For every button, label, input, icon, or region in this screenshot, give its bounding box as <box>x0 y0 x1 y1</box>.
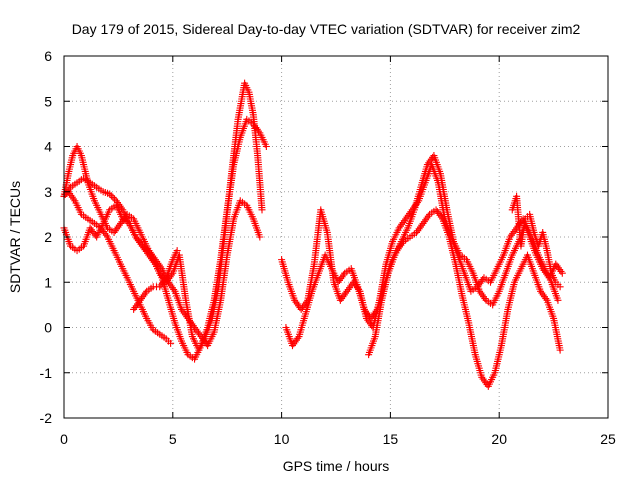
series-track-d <box>130 247 181 313</box>
y-tick-label: 1 <box>44 274 52 290</box>
tick-labels: 0 5 10 15 20 25 -2 -1 0 1 2 3 4 5 6 <box>40 48 616 447</box>
x-tick-label: 5 <box>169 431 177 447</box>
data-point-interp <box>109 193 117 201</box>
y-axis-label: SDTVAR / TECUs <box>7 181 23 293</box>
y-tick-label: 5 <box>44 93 52 109</box>
y-tick-label: 4 <box>44 139 52 155</box>
data-point <box>258 206 266 214</box>
y-tick-label: 0 <box>44 320 52 336</box>
y-tick-label: -2 <box>40 410 53 426</box>
data-point-interp <box>107 192 115 200</box>
series-track-i <box>508 192 564 291</box>
x-tick-label: 0 <box>60 431 68 447</box>
data-point <box>167 339 175 347</box>
x-tick-label: 15 <box>383 431 399 447</box>
series-track-g <box>282 206 564 390</box>
chart-title: Day 179 of 2015, Sidereal Day-to-day VTE… <box>72 21 581 37</box>
data-point <box>556 346 564 354</box>
x-axis-label: GPS time / hours <box>283 458 390 474</box>
series-track-c <box>60 197 264 350</box>
plot-frame <box>63 55 609 419</box>
data-point-interp <box>111 195 119 203</box>
y-tick-label: 6 <box>44 48 52 64</box>
y-tick-label: 3 <box>44 184 52 200</box>
data-point <box>556 283 564 291</box>
x-tick-label: 20 <box>491 431 507 447</box>
data-point <box>558 269 566 277</box>
y-tick-label: 2 <box>44 229 52 245</box>
data-points <box>60 79 566 390</box>
x-tick-label: 25 <box>600 431 616 447</box>
data-point <box>554 296 562 304</box>
data-point <box>262 143 270 150</box>
y-tick-label: -1 <box>40 365 53 381</box>
series-track-e <box>64 188 175 347</box>
data-point <box>106 190 114 198</box>
x-tick-label: 10 <box>274 431 290 447</box>
data-point <box>173 247 181 255</box>
data-point <box>256 233 264 241</box>
